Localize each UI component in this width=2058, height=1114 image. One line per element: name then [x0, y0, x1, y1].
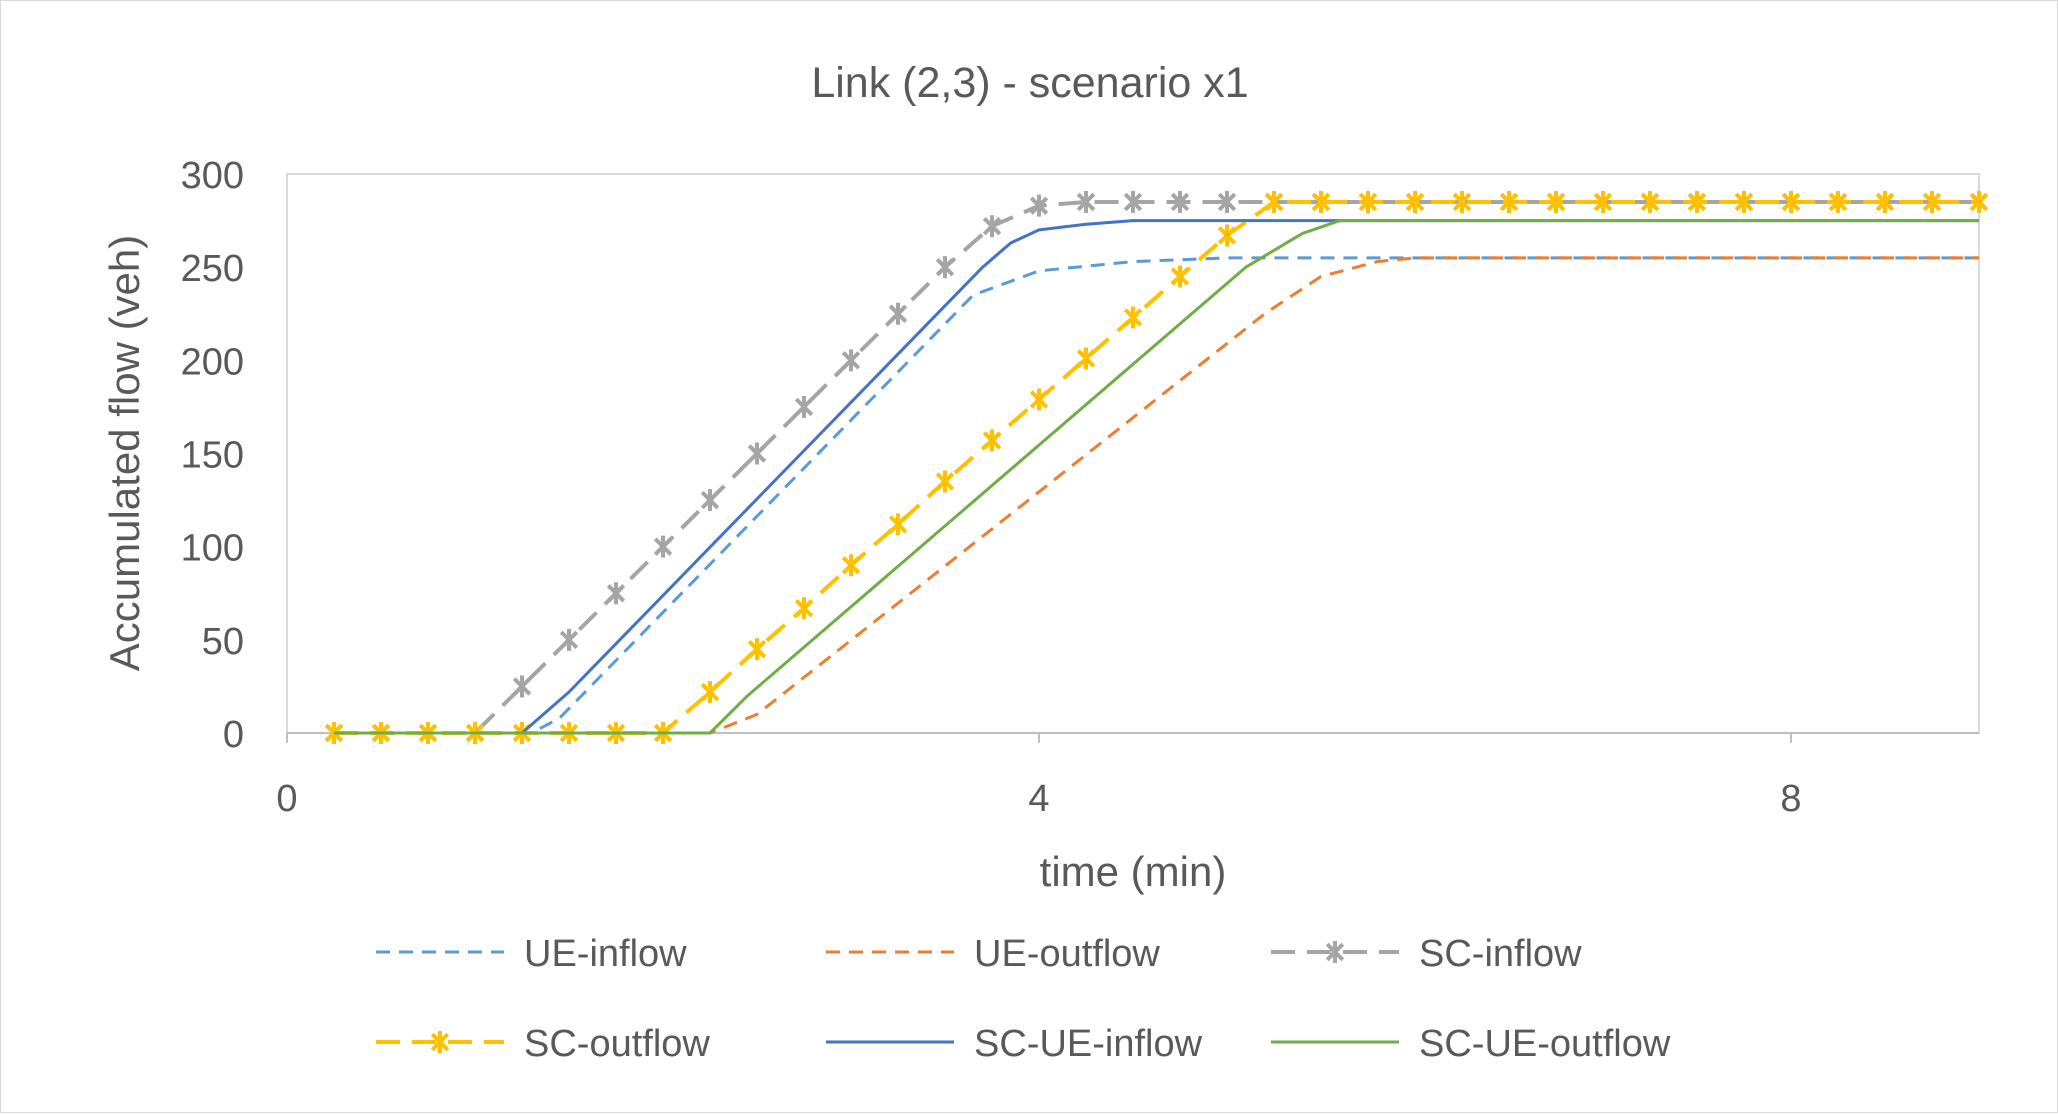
star-marker	[1687, 190, 1707, 213]
series-line-sc-outflow	[334, 200, 1979, 735]
legend-label: UE-outflow	[974, 933, 1160, 975]
star-marker	[1029, 194, 1049, 217]
series-line-ue-inflow	[334, 256, 1979, 735]
star-marker	[1546, 190, 1566, 213]
star-marker	[1640, 190, 1660, 213]
star-marker	[512, 675, 532, 698]
x-axis-label: time (min)	[1040, 848, 1227, 895]
legend-label: SC-UE-inflow	[974, 1023, 1203, 1065]
series-line-ue-outflow	[334, 256, 1979, 735]
x-tick-label: 8	[1780, 778, 1801, 820]
star-marker	[430, 1031, 450, 1053]
legend: UE-inflow UE-outflow SC-inflow SC-outflow SC…	[376, 933, 1671, 1065]
star-marker	[1358, 190, 1378, 213]
star-marker	[1170, 190, 1190, 213]
star-marker	[841, 554, 861, 577]
star-marker	[1499, 190, 1519, 213]
y-tick-label: 250	[181, 248, 244, 290]
legend-label: SC-outflow	[524, 1023, 710, 1065]
star-marker	[1734, 190, 1754, 213]
star-marker	[841, 349, 861, 372]
star-marker	[1170, 265, 1190, 288]
star-marker	[1922, 190, 1942, 213]
star-marker	[700, 489, 720, 512]
star-marker	[1781, 190, 1801, 213]
star-marker	[1264, 190, 1284, 213]
chart-title: Link (2,3) - scenario x1	[811, 59, 1248, 107]
y-tick-label: 50	[202, 621, 244, 663]
star-marker	[1076, 347, 1096, 370]
star-marker	[982, 429, 1002, 452]
star-marker	[1217, 224, 1237, 247]
y-tick-label: 0	[223, 714, 244, 756]
y-axis-ticks: 0 50 100 150 200 250 300	[181, 155, 244, 756]
star-marker	[1076, 190, 1096, 213]
star-marker	[888, 513, 908, 536]
legend-label: UE-inflow	[524, 933, 687, 975]
series-line-sc-inflow	[334, 200, 1979, 735]
legend-item-sc-outflow: SC-outflow	[376, 1023, 710, 1065]
star-marker	[1311, 190, 1331, 213]
y-tick-label: 200	[181, 341, 244, 383]
y-tick-label: 300	[181, 155, 244, 197]
star-marker	[935, 470, 955, 493]
star-marker	[606, 582, 626, 605]
star-marker	[1828, 190, 1848, 213]
legend-label: SC-UE-outflow	[1419, 1023, 1671, 1065]
star-marker	[935, 256, 955, 279]
series-sc-ue-outflow	[334, 219, 1979, 735]
series-line-sc-ue-outflow	[334, 219, 1979, 735]
star-marker	[700, 681, 720, 704]
legend-item-sc-ue-inflow: SC-UE-inflow	[826, 1023, 1203, 1065]
y-tick-label: 100	[181, 528, 244, 570]
star-marker	[653, 535, 673, 558]
star-marker	[1029, 388, 1049, 411]
star-marker	[888, 302, 908, 325]
star-marker	[1217, 190, 1237, 213]
series-sc-outflow	[324, 190, 1989, 744]
series-sc-inflow	[324, 190, 1989, 744]
series-ue-outflow	[334, 256, 1979, 735]
star-marker	[1969, 190, 1989, 213]
star-marker	[794, 597, 814, 620]
star-marker	[1405, 190, 1425, 213]
legend-item-ue-outflow: UE-outflow	[826, 933, 1160, 975]
legend-item-ue-inflow: UE-inflow	[376, 933, 687, 975]
star-marker	[1875, 190, 1895, 213]
legend-item-sc-inflow: SC-inflow	[1271, 933, 1582, 975]
star-marker	[559, 628, 579, 651]
star-marker	[982, 215, 1002, 238]
star-marker	[747, 442, 767, 465]
series-ue-inflow	[334, 256, 1979, 735]
star-marker	[1123, 190, 1143, 213]
star-marker	[1452, 190, 1472, 213]
x-tick-label: 4	[1028, 778, 1049, 820]
y-axis-label: Accumulated flow (veh)	[101, 235, 148, 672]
star-marker	[794, 395, 814, 418]
x-tick-label: 0	[276, 778, 297, 820]
legend-item-sc-ue-outflow: SC-UE-outflow	[1271, 1023, 1671, 1065]
star-marker	[1325, 941, 1345, 963]
star-marker	[1593, 190, 1613, 213]
legend-label: SC-inflow	[1419, 933, 1582, 975]
x-axis-ticks: 0 4 8	[276, 733, 1802, 820]
series-layer	[324, 190, 1989, 744]
y-tick-label: 150	[181, 435, 244, 477]
star-marker	[747, 638, 767, 661]
star-marker	[1123, 306, 1143, 329]
